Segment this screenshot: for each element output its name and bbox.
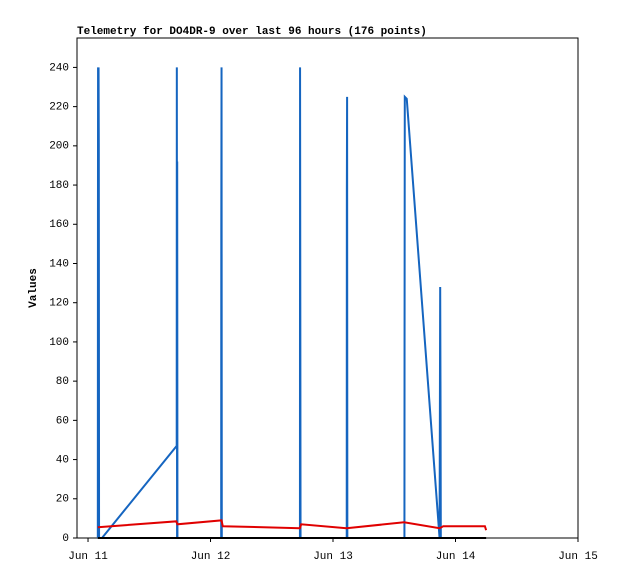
y-tick-label: 20 xyxy=(56,494,69,506)
y-tick-label: 180 xyxy=(49,180,69,192)
y-tick-label: 0 xyxy=(62,533,69,545)
y-tick-label: 240 xyxy=(49,62,69,74)
y-tick-label: 160 xyxy=(49,219,69,231)
y-tick-label: 60 xyxy=(56,415,69,427)
x-tick-label: Jun 12 xyxy=(191,551,231,563)
y-tick-label: 140 xyxy=(49,258,69,270)
y-tick-label: 220 xyxy=(49,102,69,114)
x-tick-label: Jun 15 xyxy=(558,551,598,563)
series-line xyxy=(97,519,488,531)
chart-title: Telemetry for DO4DR-9 over last 96 hours… xyxy=(77,26,427,38)
plot-frame xyxy=(76,37,579,539)
x-tick-label: Jun 14 xyxy=(436,551,476,563)
y-tick-label: 40 xyxy=(56,454,69,466)
y-tick-label: 100 xyxy=(49,337,69,349)
y-tick-label: 80 xyxy=(56,376,69,388)
y-tick-label: 120 xyxy=(49,298,69,310)
y-axis-label: Values xyxy=(28,268,40,308)
x-tick-label: Jun 13 xyxy=(313,551,353,563)
x-tick-label: Jun 11 xyxy=(68,551,108,563)
y-tick-label: 200 xyxy=(49,141,69,153)
